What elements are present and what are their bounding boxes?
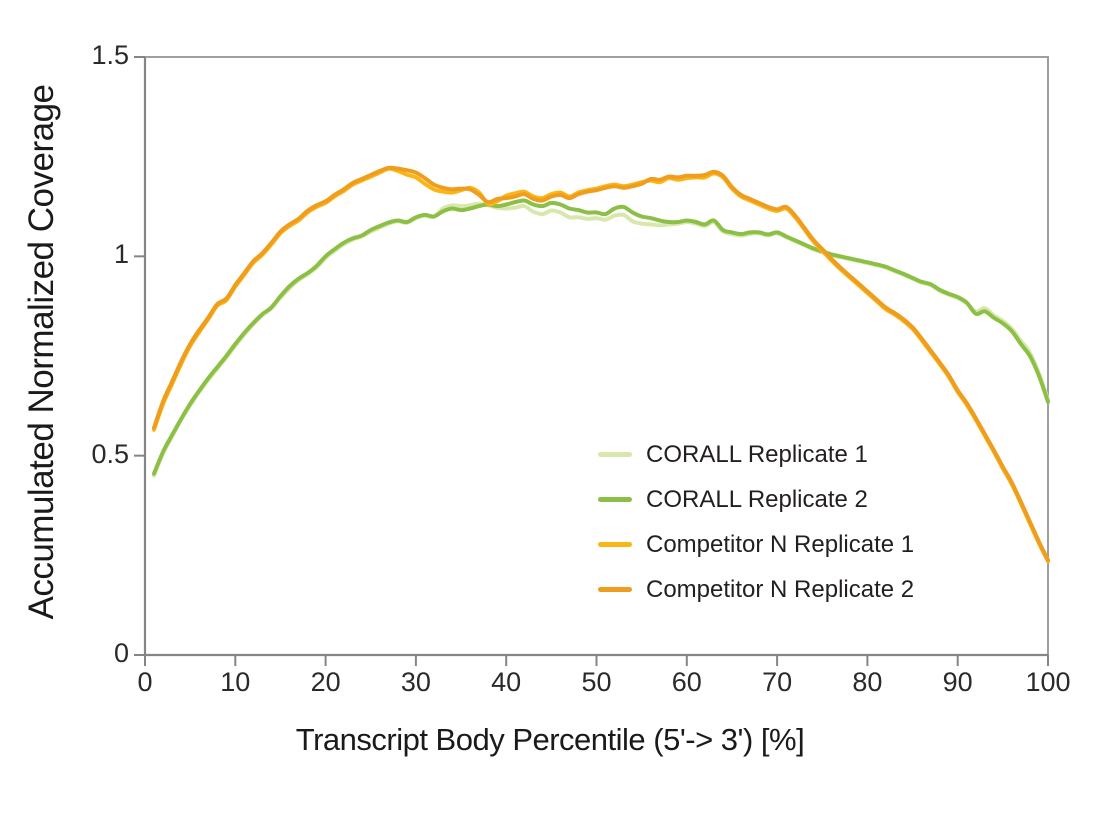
x-tick-label: 0 xyxy=(137,667,153,697)
x-tick-label: 90 xyxy=(942,667,973,697)
x-tick-label: 20 xyxy=(310,667,341,697)
x-axis-title: Transcript Body Percentile (5'-> 3') [%] xyxy=(295,722,805,757)
series-line-corall-replicate-2 xyxy=(152,198,1050,476)
series-line-competitor-n-replicate-2 xyxy=(152,165,1050,563)
legend-label: Competitor N Replicate 2 xyxy=(646,575,915,603)
y-tick-label: 1 xyxy=(113,239,129,270)
y-tick-label: 0 xyxy=(113,638,129,668)
legend-item: CORALL Replicate 1 xyxy=(598,432,914,477)
legend-swatch xyxy=(598,587,632,592)
x-tick-label: 60 xyxy=(671,667,702,697)
y-tick-label: 0.5 xyxy=(91,438,129,469)
legend-swatch xyxy=(598,542,632,547)
x-tick-label: 70 xyxy=(762,667,793,697)
legend: CORALL Replicate 1 CORALL Replicate 2 Co… xyxy=(598,432,914,612)
x-tick-label: 10 xyxy=(220,667,251,697)
legend-label: Competitor N Replicate 1 xyxy=(646,530,915,558)
legend-item: Competitor N Replicate 2 xyxy=(598,567,914,612)
x-tick-label: 80 xyxy=(852,667,883,697)
x-tick-label: 40 xyxy=(491,667,522,697)
legend-swatch xyxy=(598,497,632,502)
x-tick-label: 100 xyxy=(1025,667,1071,697)
legend-swatch xyxy=(598,452,632,457)
x-tick-label: 30 xyxy=(400,667,431,697)
y-axis-title: Accumulated Normalized Coverage xyxy=(22,84,61,620)
x-tick-label: 50 xyxy=(581,667,612,697)
y-tick-label: 1.5 xyxy=(91,40,129,70)
legend-label: CORALL Replicate 1 xyxy=(646,440,868,468)
legend-label: CORALL Replicate 2 xyxy=(646,485,868,513)
legend-item: CORALL Replicate 2 xyxy=(598,477,914,522)
legend-item: Competitor N Replicate 1 xyxy=(598,522,914,567)
